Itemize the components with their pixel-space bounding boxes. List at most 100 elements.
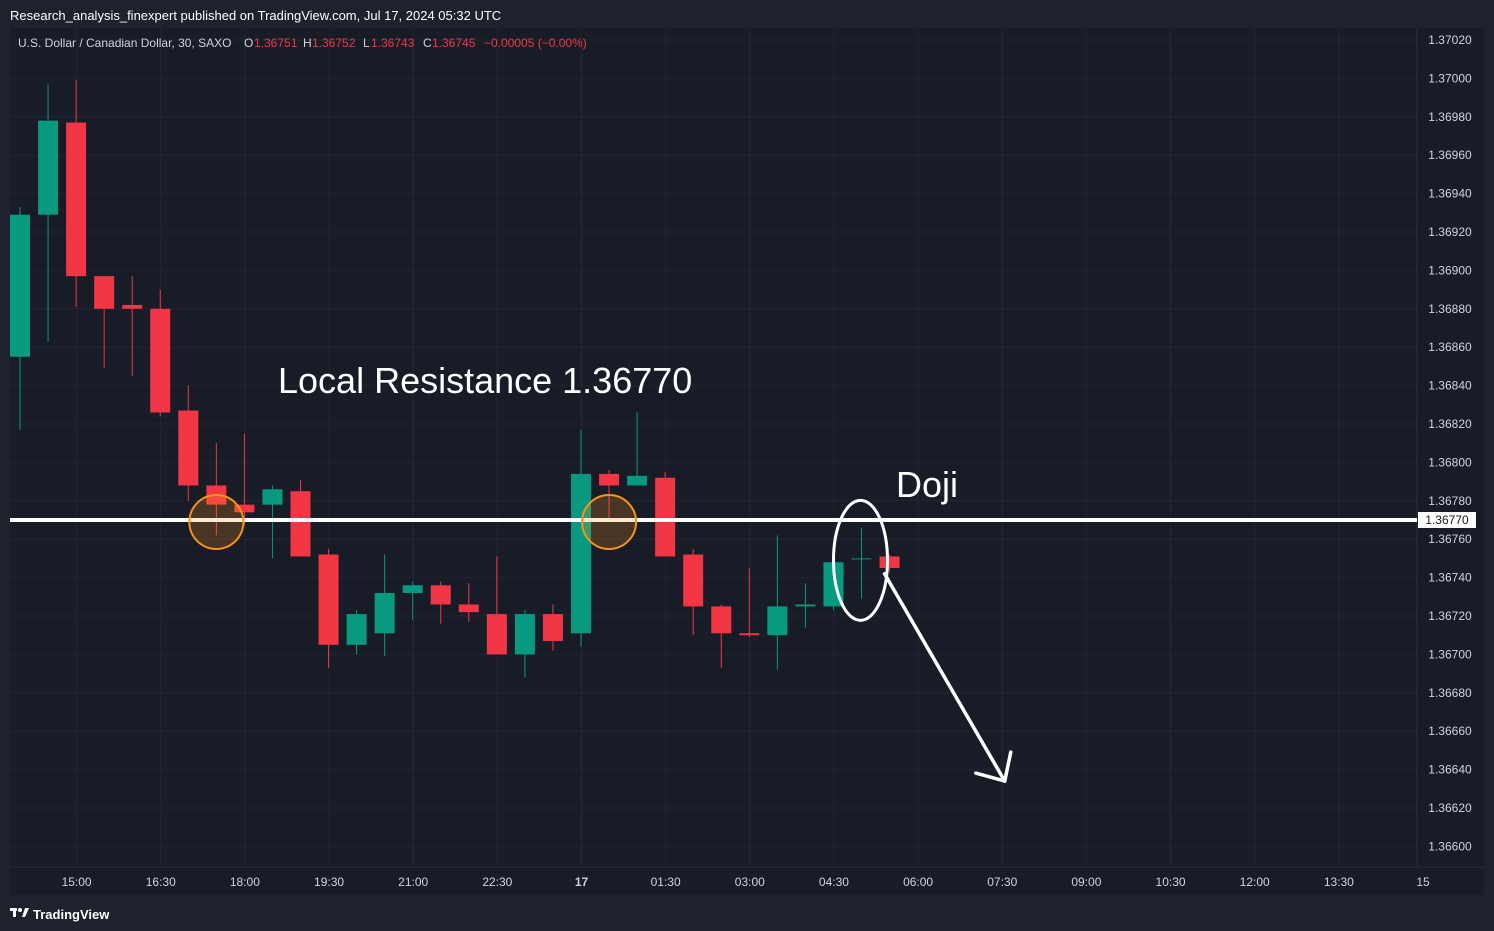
candle [66, 80, 87, 307]
price-tick-label: 1.36860 [1428, 340, 1472, 354]
legend-symbol: U.S. Dollar / Canadian Dollar, 30, SAXO [18, 36, 231, 50]
candle [514, 610, 535, 678]
price-tick-label: 1.36840 [1428, 379, 1472, 393]
candle [430, 581, 451, 624]
candle-body [290, 491, 311, 557]
chart-area[interactable]: 1.37020 1.37000 1.36980 1.36960 1.36940 1.369… [10, 28, 1484, 895]
touch-highlight-circle [581, 494, 638, 550]
time-tick-label: 12:00 [1240, 875, 1270, 889]
annotations-layer: 1.36770 Local Resistance 1.36770 Doji [10, 360, 1476, 783]
price-tick-label: 1.36720 [1428, 609, 1472, 623]
time-tick-label: 13:30 [1324, 875, 1354, 889]
candle [458, 583, 479, 622]
candle-body [739, 633, 760, 636]
time-tick-label: 01:30 [651, 875, 681, 889]
candle [627, 412, 648, 486]
publisher-text: Research_analysis_finexpert published on… [10, 8, 502, 23]
price-tick-label: 1.36800 [1428, 455, 1472, 469]
resistance-annotation: Local Resistance 1.36770 [278, 360, 692, 401]
tradingview-brand[interactable]: TradingView [33, 907, 110, 922]
candlestick-chart[interactable]: 1.37020 1.37000 1.36980 1.36960 1.36940 1.369… [10, 28, 1484, 895]
candle [38, 84, 59, 342]
price-tick-label: 1.36600 [1428, 839, 1472, 853]
candle [346, 610, 367, 655]
touch-highlight-circle [188, 494, 245, 550]
candle-body [318, 554, 339, 645]
price-tick-label: 1.37020 [1428, 33, 1472, 47]
candle-body [66, 122, 87, 277]
candle [655, 472, 676, 557]
legend-low-value: 1.36743 [371, 36, 415, 50]
time-tick-label: 03:00 [735, 875, 765, 889]
time-tick-label: 10:30 [1156, 875, 1186, 889]
candle [711, 604, 732, 668]
price-tick-label: 1.36880 [1428, 302, 1472, 316]
price-tick-label: 1.36660 [1428, 724, 1472, 738]
candle-body [458, 604, 479, 613]
candle-body [262, 489, 283, 505]
candle [683, 548, 704, 636]
price-tick-label: 1.36980 [1428, 110, 1472, 124]
doji-ellipse [832, 498, 889, 622]
candle-body [234, 504, 255, 513]
candle [374, 554, 395, 657]
candle [402, 581, 423, 620]
price-tick-label: 1.36620 [1428, 801, 1472, 815]
candle [122, 276, 143, 376]
legend-change: −0.00005 (−0.00%) [484, 36, 587, 50]
candle-body [38, 120, 59, 215]
candle [767, 535, 788, 670]
legend-high-label: H [303, 36, 312, 50]
price-tick-label: 1.36960 [1428, 148, 1472, 162]
price-tick-label: 1.36680 [1428, 686, 1472, 700]
legend-high-value: 1.36752 [312, 36, 356, 50]
candle [318, 548, 339, 668]
tradingview-logo-icon [10, 908, 29, 917]
candle-body [94, 276, 115, 309]
candle-body [542, 614, 563, 641]
candle-body [122, 304, 143, 309]
candle [739, 568, 760, 638]
candle-body [571, 473, 591, 634]
price-tick-label: 1.36900 [1428, 263, 1472, 277]
legend-open-value: 1.36751 [254, 36, 298, 50]
price-tick-label: 1.36780 [1428, 494, 1472, 508]
time-tick-label: 04:30 [819, 875, 849, 889]
candle-body [795, 604, 816, 607]
candle-body [851, 558, 872, 560]
time-tick-label: 21:00 [398, 875, 428, 889]
time-tick-label: 07:30 [987, 875, 1017, 889]
price-tick-label: 1.36820 [1428, 417, 1472, 431]
time-axis: 15:00 16:30 18:00 19:30 21:00 22:30 17 01:30 03:… [62, 875, 1430, 889]
candle-body [402, 585, 423, 593]
candle-body [655, 477, 676, 557]
candle [150, 289, 171, 417]
resistance-price-tag [1418, 512, 1476, 528]
time-tick-label: 09:00 [1071, 875, 1101, 889]
candle [542, 604, 563, 651]
candle-body [374, 592, 395, 634]
candle [290, 479, 311, 557]
candle-body [879, 556, 900, 568]
time-tick-label: 17 [575, 875, 589, 889]
candle-body [683, 554, 704, 607]
time-tick-label: 22:30 [482, 875, 512, 889]
candle-body [430, 585, 451, 605]
candle [10, 207, 30, 430]
candles-layer [10, 80, 900, 678]
candle-body [486, 614, 507, 655]
time-tick-label: 19:30 [314, 875, 344, 889]
candle [94, 276, 115, 369]
legend-close-label: C [423, 36, 432, 50]
price-tick-label: 1.36740 [1428, 571, 1472, 585]
candle [178, 385, 199, 501]
time-tick-label: 15 [1416, 875, 1430, 889]
time-tick-label: 18:00 [230, 875, 260, 889]
candle-body [627, 475, 648, 486]
legend-low-label: L [363, 36, 370, 50]
time-tick-label: 16:30 [146, 875, 176, 889]
candle-body [178, 410, 199, 486]
arrow-shaft [882, 572, 1007, 783]
header-bar: Research_analysis_finexpert published on… [0, 0, 1494, 28]
legend: U.S. Dollar / Canadian Dollar, 30, SAXO … [18, 36, 587, 50]
